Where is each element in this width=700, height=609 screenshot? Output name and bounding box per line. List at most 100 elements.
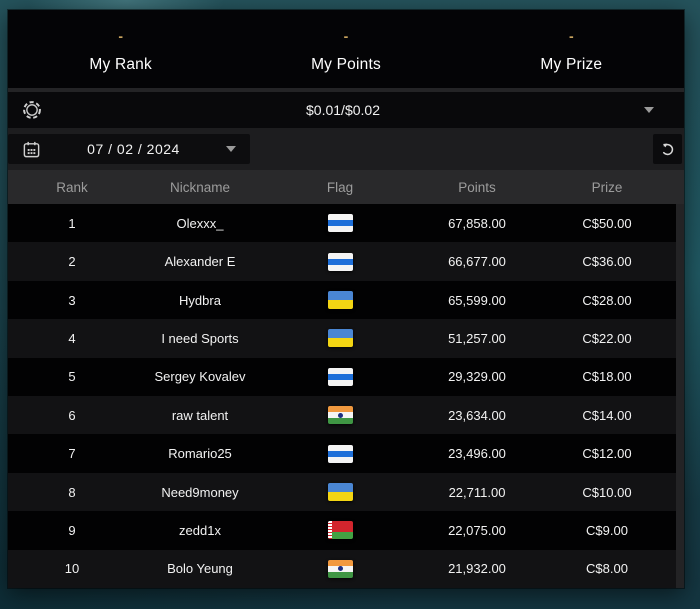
table-row: 9 zedd1x 22,075.00 C$9.00 — [8, 511, 676, 550]
flag-cell — [264, 367, 416, 386]
column-header-points: Points — [458, 179, 496, 195]
my-prize-value: - — [568, 28, 574, 44]
divider — [8, 88, 684, 92]
points-cell: 23,634.00 — [448, 407, 506, 423]
leaderboard-body: 1 Olexxx_ 67,858.00 C$50.00 2 Alexander E 66,6… — [8, 204, 684, 589]
my-points-value: - — [343, 28, 349, 44]
prize-cell: C$36.00 — [582, 254, 632, 270]
column-header-nickname: Nickname — [169, 179, 231, 195]
table-row: 6 raw talent 23,634.00 C$14.00 — [8, 396, 676, 435]
prize-cell: C$9.00 — [586, 522, 628, 538]
nickname-cell: Hydbra — [179, 292, 221, 308]
rank-cell: 6 — [68, 407, 76, 423]
flag-cell — [264, 329, 416, 348]
india-flag-icon — [327, 406, 353, 425]
prize-cell: C$18.00 — [582, 369, 632, 385]
column-header-rank: Rank — [56, 179, 88, 195]
chevron-down-icon — [644, 107, 654, 113]
rank-cell: 5 — [68, 369, 76, 385]
prize-cell: C$8.00 — [586, 561, 628, 577]
prize-cell: C$50.00 — [582, 215, 632, 231]
table-row: 4 I need Sports 51,257.00 C$22.00 — [8, 319, 676, 358]
ukraine-flag-icon — [327, 291, 353, 310]
rank-cell: 8 — [68, 484, 76, 500]
points-cell: 22,711.00 — [448, 484, 506, 500]
prize-cell: C$14.00 — [582, 407, 632, 423]
points-cell: 29,329.00 — [448, 369, 506, 385]
rank-cell: 7 — [68, 446, 76, 462]
column-header-flag: Flag — [326, 179, 354, 195]
belarus-flag-icon — [327, 521, 353, 540]
my-rank-summary: - My Rank — [8, 29, 233, 88]
nickname-cell: Olexxx_ — [176, 215, 224, 231]
rank-cell: 10 — [64, 561, 80, 577]
nickname-cell: Sergey Kovalev — [154, 369, 246, 385]
rank-cell: 4 — [68, 330, 76, 346]
points-cell: 21,932.00 — [448, 561, 506, 577]
flag-cell — [264, 406, 416, 425]
nickname-cell: Bolo Yeung — [167, 561, 233, 577]
date-value: 07 / 02 / 2024 — [87, 141, 180, 157]
calendar-icon — [22, 140, 41, 159]
table-row: 3 Hydbra 65,599.00 C$28.00 — [8, 280, 676, 320]
leaderboard-panel: - My Rank - My Points - My Prize $0.01/$… — [8, 10, 684, 589]
prize-cell: C$10.00 — [582, 484, 632, 500]
flag-cell — [264, 214, 416, 233]
my-points-label: My Points — [311, 56, 381, 73]
blinds-select[interactable]: $0.01/$0.02 — [8, 92, 684, 128]
column-header-prize: Prize — [591, 179, 623, 195]
ukraine-flag-icon — [327, 483, 353, 502]
refresh-button[interactable] — [653, 134, 682, 164]
my-points-summary: - My Points — [233, 29, 458, 88]
my-rank-label: My Rank — [89, 56, 152, 73]
my-prize-summary: - My Prize — [459, 29, 684, 88]
blinds-value: $0.01/$0.02 — [306, 102, 380, 118]
points-cell: 51,257.00 — [448, 330, 506, 346]
flag-cell — [264, 483, 416, 502]
rank-cell: 9 — [68, 522, 76, 538]
ukraine-flag-icon — [327, 329, 353, 348]
flag-cell — [264, 291, 416, 310]
white-blue-white-flag-icon — [327, 367, 353, 386]
nickname-cell: Alexander E — [164, 254, 236, 270]
flag-cell — [264, 559, 416, 578]
table-row: 8 Need9money 22,711.00 C$10.00 — [8, 472, 676, 512]
flag-cell — [264, 252, 416, 271]
date-picker[interactable]: 07 / 02 / 2024 — [8, 134, 250, 164]
white-blue-white-flag-icon — [327, 444, 353, 463]
points-cell: 66,677.00 — [448, 254, 506, 270]
rank-cell: 1 — [68, 215, 76, 231]
table-row: 7 Romario25 23,496.00 C$12.00 — [8, 434, 676, 473]
table-header: Rank Nickname Flag Points Prize — [8, 170, 684, 204]
nickname-cell: Need9money — [161, 484, 239, 500]
nickname-cell: raw talent — [171, 407, 229, 423]
date-section: 07 / 02 / 2024 — [8, 128, 684, 170]
chip-icon — [22, 100, 42, 120]
table-row: 5 Sergey Kovalev 29,329.00 C$18.00 — [8, 357, 676, 397]
rank-cell: 2 — [68, 254, 76, 270]
table-row: 2 Alexander E 66,677.00 C$36.00 — [8, 242, 676, 281]
flag-cell — [264, 444, 416, 463]
points-cell: 65,599.00 — [448, 292, 506, 308]
table-row: 1 Olexxx_ 67,858.00 C$50.00 — [8, 204, 676, 243]
points-cell: 23,496.00 — [448, 446, 506, 462]
points-cell: 22,075.00 — [448, 522, 506, 538]
nickname-cell: Romario25 — [168, 446, 232, 462]
chevron-down-icon — [226, 146, 236, 152]
summary-header: - My Rank - My Points - My Prize — [8, 10, 684, 88]
white-blue-white-flag-icon — [327, 252, 353, 271]
rank-cell: 3 — [68, 292, 76, 308]
prize-cell: C$12.00 — [582, 446, 632, 462]
flag-cell — [264, 521, 416, 540]
nickname-cell: I need Sports — [161, 330, 239, 346]
my-prize-label: My Prize — [540, 56, 603, 73]
india-flag-icon — [327, 559, 353, 578]
nickname-cell: zedd1x — [179, 522, 221, 538]
points-cell: 67,858.00 — [448, 215, 506, 231]
prize-cell: C$22.00 — [582, 330, 632, 346]
refresh-icon — [659, 141, 676, 158]
white-blue-white-flag-icon — [327, 214, 353, 233]
prize-cell: C$28.00 — [582, 292, 632, 308]
my-rank-value: - — [118, 28, 123, 44]
table-row: 10 Bolo Yeung 21,932.00 C$8.00 — [8, 549, 676, 589]
